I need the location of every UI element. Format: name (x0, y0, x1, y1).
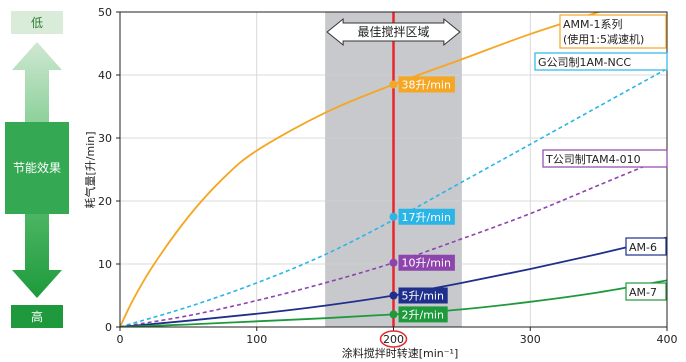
series-label-0: AMM-1系列 (563, 17, 622, 31)
annotation-label-0: 38升/min (402, 78, 451, 91)
annotation-point-4 (390, 310, 398, 318)
optimal-zone-label: 最佳搅拌区域 (327, 19, 460, 45)
optimal-zone-text: 最佳搅拌区域 (357, 24, 429, 39)
x-tick-label: 200 (383, 333, 404, 346)
x-tick-label: 400 (657, 333, 678, 346)
series-label-1: G公司制1AM-NCC (538, 56, 631, 69)
effect-label: 节能效果 (13, 160, 61, 175)
y-tick-label: 40 (98, 69, 112, 82)
annotation-label-1: 17升/min (402, 211, 451, 224)
x-axis-label: 涂料搅拌时转速[min⁻¹] (342, 346, 459, 360)
y-tick-label: 30 (98, 132, 112, 145)
annotation-point-2 (390, 259, 398, 267)
series-labels: AMM-1系列(使用1:5减速机) G公司制1AM-NCC T公司制TAM4-010… (535, 15, 667, 300)
low-label: 低 (31, 16, 43, 30)
high-label: 高 (31, 309, 43, 324)
annotation-label-4: 2升/min (402, 308, 444, 321)
series-label-2: T公司制TAM4-010 (545, 153, 641, 166)
x-tick-label: 100 (246, 333, 267, 346)
annotation-label-2: 10升/min (402, 257, 451, 270)
y-tick-label: 0 (105, 321, 112, 334)
y-tick-label: 10 (98, 258, 112, 271)
energy-saving-panel: 低 节能效果 高 (5, 11, 69, 328)
series-label-3: AM-6 (629, 241, 657, 254)
annotation-point-3 (390, 292, 398, 300)
y-tick-label: 50 (98, 6, 112, 19)
annotation-point-1 (390, 213, 398, 221)
x-tick-label: 0 (117, 333, 124, 346)
annotation-point-0 (390, 80, 398, 88)
series-label-0-line2: (使用1:5减速机) (563, 32, 644, 46)
series-label-4: AM-7 (629, 286, 657, 299)
x-tick-label: 300 (520, 333, 541, 346)
annotation-label-3: 5升/min (402, 290, 444, 303)
y-tick-label: 20 (98, 195, 112, 208)
y-axis-label: 耗气量[升/min] (83, 131, 97, 208)
